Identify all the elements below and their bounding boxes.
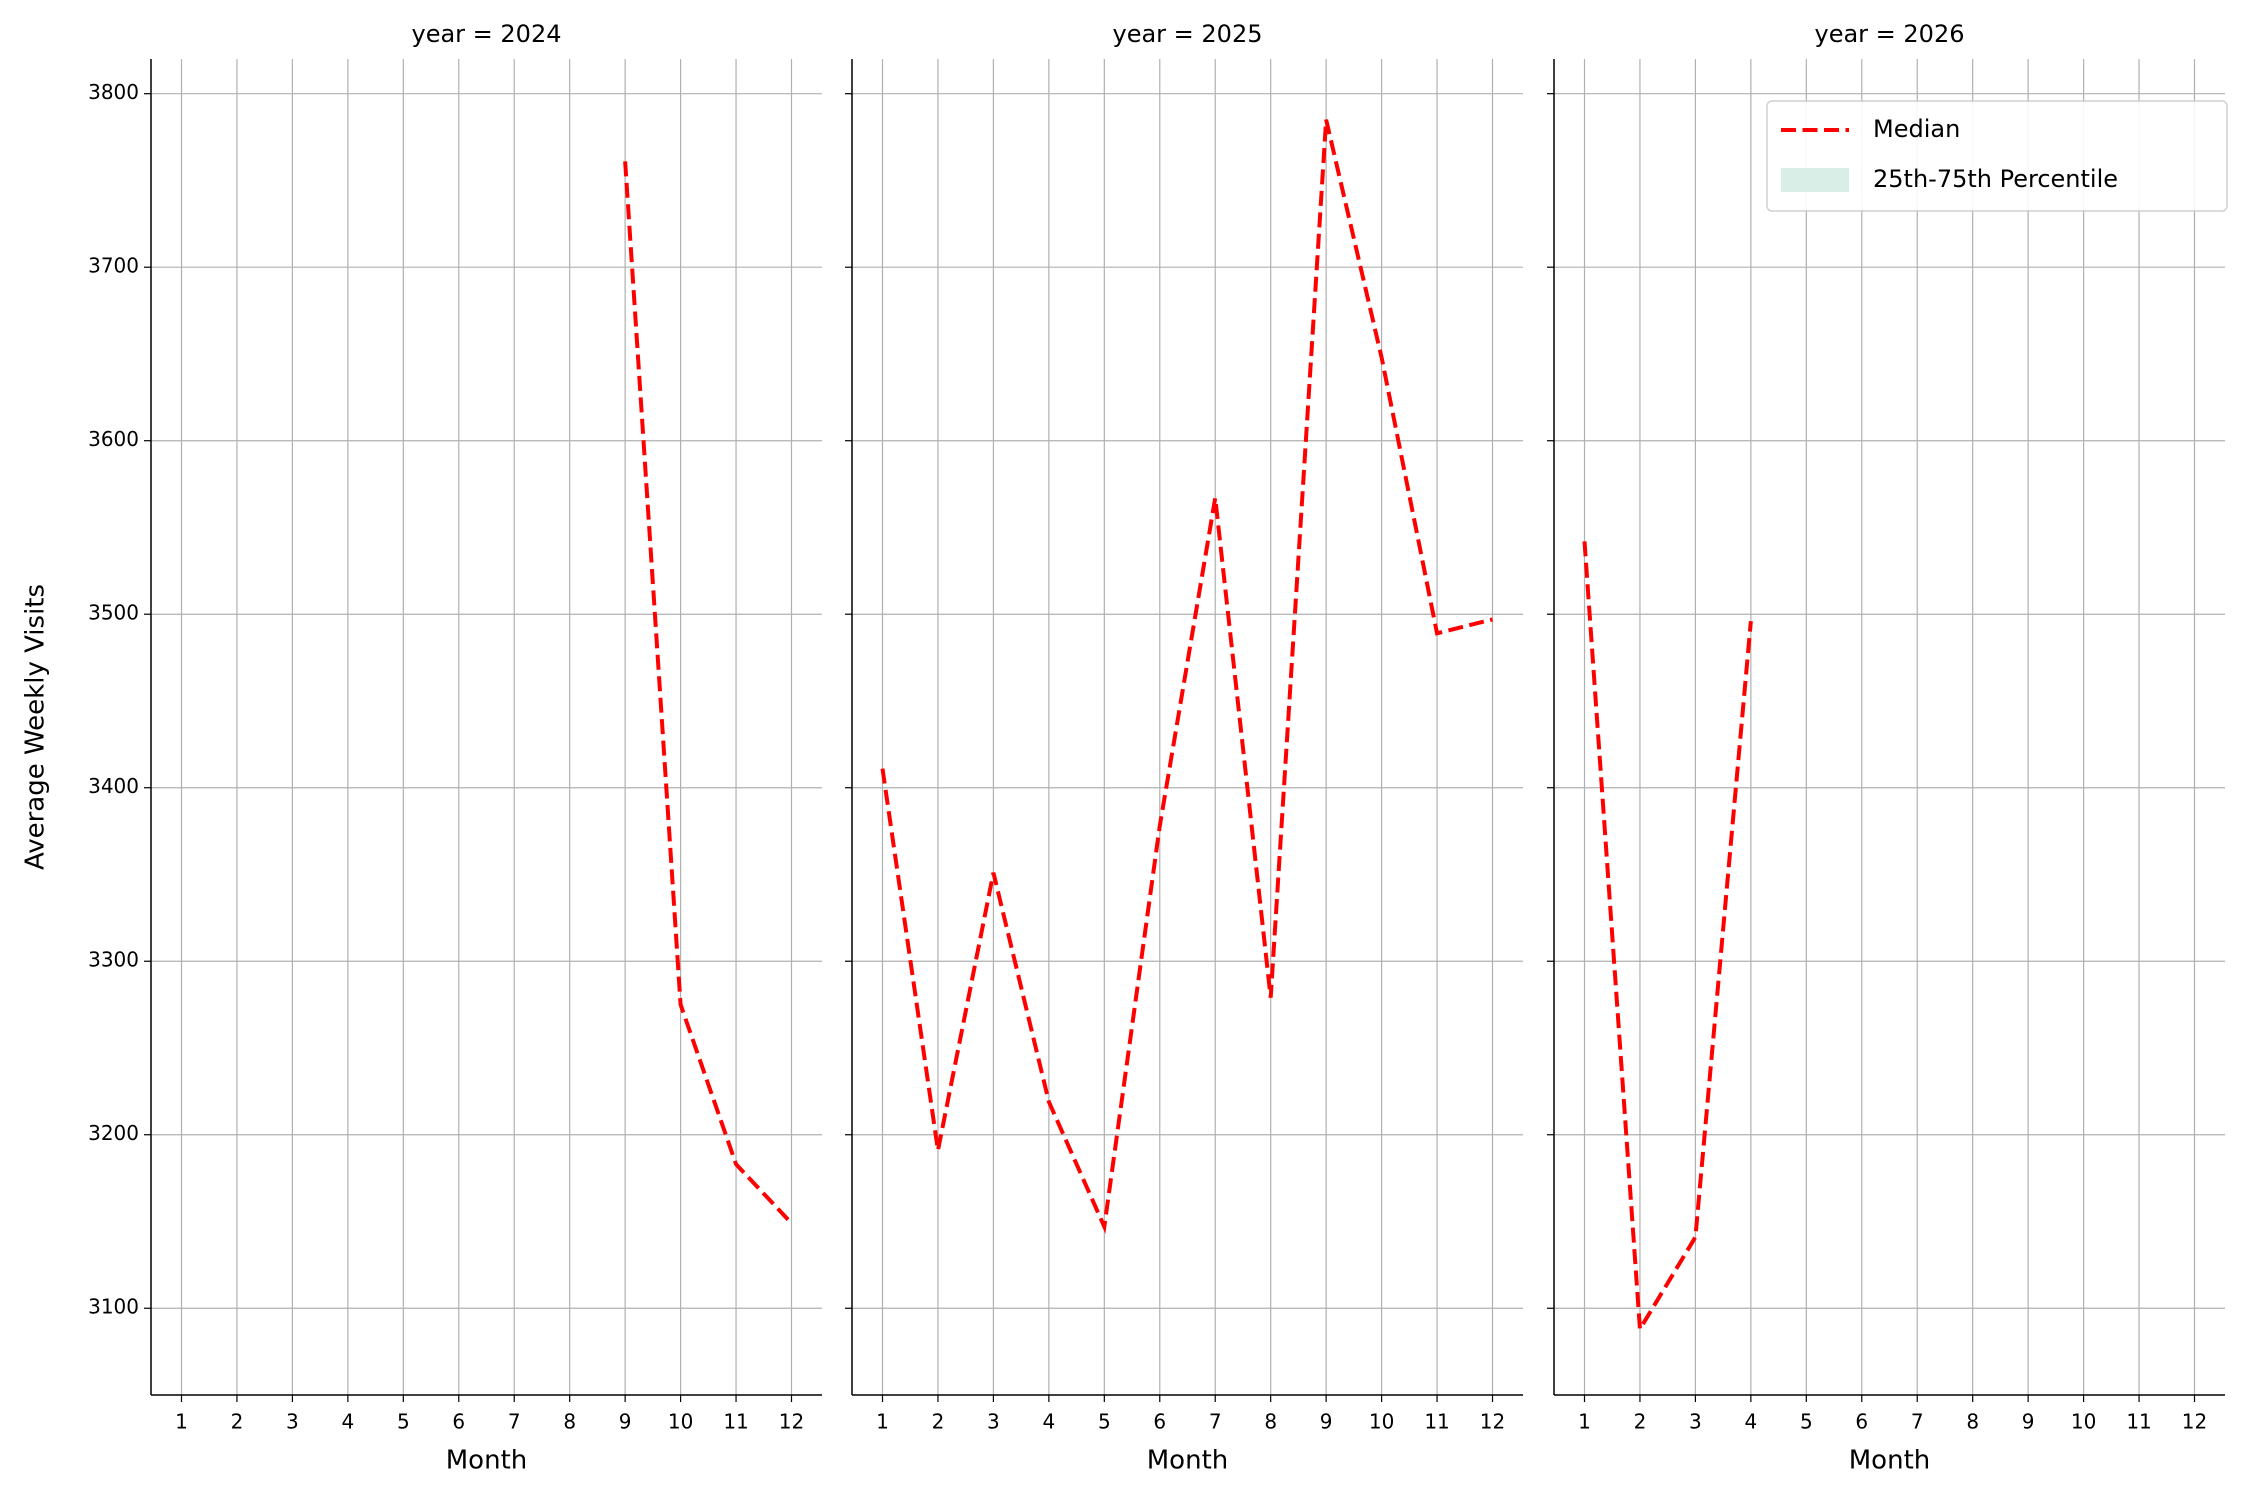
x-axis-label: Month	[1147, 1446, 1229, 1476]
x-tick-label: 5	[397, 1410, 410, 1434]
panel-title: year = 2025	[1113, 20, 1263, 48]
x-tick-label: 3	[286, 1410, 299, 1434]
x-tick-label: 9	[2022, 1410, 2035, 1434]
x-tick-label: 10	[1369, 1410, 1394, 1434]
median-line	[1582, 541, 1753, 1336]
legend-label: 25th-75th Percentile	[1873, 165, 2118, 193]
x-tick-label: 1	[876, 1410, 889, 1434]
y-tick-label: 3300	[88, 948, 139, 972]
x-tick-label: 8	[1264, 1410, 1277, 1434]
x-tick-label: 8	[1966, 1410, 1979, 1434]
x-tick-label: 7	[1911, 1410, 1924, 1434]
x-tick-label: 5	[1098, 1410, 1111, 1434]
x-tick-label: 4	[1042, 1410, 1055, 1434]
y-tick-label: 3800	[88, 80, 139, 104]
y-tick-label: 3400	[88, 774, 139, 798]
x-tick-label: 9	[1320, 1410, 1333, 1434]
x-tick-label: 5	[1800, 1410, 1813, 1434]
x-tick-label: 8	[563, 1410, 576, 1434]
x-tick-label: 12	[779, 1410, 804, 1434]
y-tick-label: 3700	[88, 254, 139, 278]
y-tick-label: 3200	[88, 1121, 139, 1145]
x-tick-label: 2	[932, 1410, 945, 1434]
y-tick-label: 3600	[88, 427, 139, 451]
x-tick-label: 11	[723, 1410, 748, 1434]
x-tick-label: 1	[1578, 1410, 1591, 1434]
x-tick-label: 6	[1855, 1410, 1868, 1434]
legend-swatch	[1781, 168, 1849, 192]
panel-title: year = 2026	[1815, 20, 1965, 48]
x-tick-label: 10	[2071, 1410, 2096, 1434]
x-tick-label: 7	[1209, 1410, 1222, 1434]
x-tick-label: 12	[2182, 1410, 2207, 1434]
x-tick-label: 4	[341, 1410, 354, 1434]
x-axis-label: Month	[1849, 1446, 1931, 1476]
median-line	[623, 161, 793, 1225]
x-tick-label: 7	[508, 1410, 521, 1434]
x-tick-label: 3	[987, 1410, 1000, 1434]
x-tick-label: 10	[668, 1410, 693, 1434]
x-tick-label: 11	[1424, 1410, 1449, 1434]
x-tick-label: 9	[619, 1410, 632, 1434]
legend-label: Median	[1873, 115, 1960, 143]
x-tick-label: 4	[1744, 1410, 1757, 1434]
x-tick-label: 3	[1689, 1410, 1702, 1434]
y-tick-label: 3500	[88, 601, 139, 625]
y-tick-label: 3100	[88, 1295, 139, 1319]
y-axis-label: Average Weekly Visits	[21, 584, 51, 870]
x-tick-label: 1	[175, 1410, 188, 1434]
x-tick-label: 11	[2126, 1410, 2151, 1434]
median-line	[880, 119, 1493, 1234]
x-tick-label: 2	[1634, 1410, 1647, 1434]
x-tick-label: 6	[1153, 1410, 1166, 1434]
panel-title: year = 2024	[412, 20, 562, 48]
legend-box	[1766, 100, 2228, 212]
x-tick-label: 12	[1480, 1410, 1505, 1434]
x-tick-label: 2	[231, 1410, 244, 1434]
x-tick-label: 6	[452, 1410, 465, 1434]
x-axis-label: Month	[446, 1446, 528, 1476]
